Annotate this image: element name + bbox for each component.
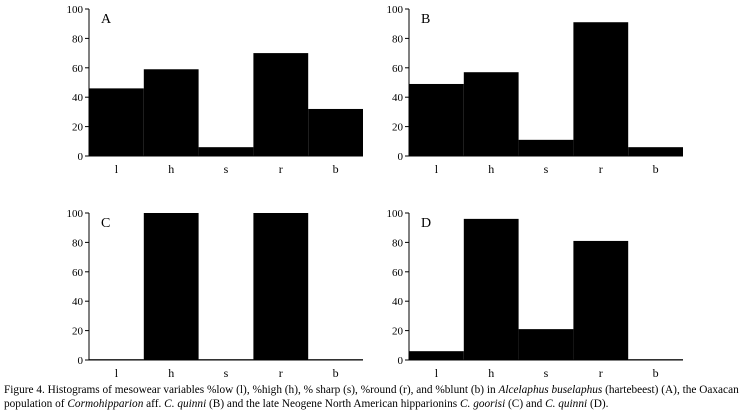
y-tick-label: 0 — [398, 355, 404, 367]
bar-s — [518, 139, 574, 156]
bar-h — [463, 218, 519, 360]
caption-text-6: (D). — [587, 398, 609, 410]
y-tick-label: 80 — [392, 33, 404, 45]
x-category-label: r — [599, 366, 603, 380]
caption-genus: Cormohipparion — [67, 398, 144, 410]
caption-species-1: Alcelaphus buselaphus — [498, 384, 603, 396]
y-tick-label: 80 — [72, 33, 84, 45]
y-tick-label: 60 — [72, 63, 84, 75]
y-tick-label: 60 — [72, 267, 84, 279]
panel-letter: B — [421, 12, 430, 27]
caption-text-1: Figure 4. Histograms of mesowear variabl… — [4, 384, 499, 396]
caption-species-3: C. goorisi — [460, 398, 506, 410]
bar-s — [198, 147, 254, 156]
y-tick-label: 20 — [392, 122, 404, 134]
x-category-label: h — [168, 366, 174, 380]
panel-a-chart: 0 20 40 60 80 100 l h s r b A — [67, 4, 363, 176]
x-category-label: h — [488, 162, 494, 176]
panel-letter: D — [421, 216, 431, 231]
panel-b-chart: 0 20 40 60 80 100 l h s r b B — [387, 4, 683, 176]
x-category-label: s — [224, 366, 229, 380]
x-category-label: b — [653, 162, 659, 176]
bar-s — [518, 329, 574, 360]
bar-r — [253, 53, 309, 156]
y-tick-label: 20 — [72, 122, 84, 134]
y-tick-label: 60 — [392, 267, 404, 279]
x-category-label: l — [435, 162, 439, 176]
x-category-label: r — [279, 366, 283, 380]
x-category-label: s — [224, 162, 229, 176]
bar-l — [409, 83, 464, 156]
y-tick-label: 100 — [387, 208, 404, 220]
y-tick-label: 0 — [398, 151, 404, 163]
panel-c-chart: 0 20 40 60 80 100 l h s r b C — [67, 208, 363, 380]
panel-letter: A — [101, 12, 112, 27]
caption-text-2: (hartebeest) (A), the Oaxacan population… — [4, 384, 739, 410]
x-category-label: b — [653, 366, 659, 380]
x-category-label: b — [333, 366, 339, 380]
x-category-label: s — [544, 366, 549, 380]
caption-species-4: C. quinni — [545, 398, 588, 410]
y-tick-label: 40 — [72, 296, 84, 308]
bar-b — [308, 108, 363, 156]
y-tick-label: 100 — [387, 4, 404, 16]
x-category-label: h — [168, 162, 174, 176]
caption-text-4: (B) and the late Neogene North American … — [206, 398, 461, 410]
x-category-label: r — [599, 162, 603, 176]
panel-d-chart: 0 20 40 60 80 100 l h s r b D — [387, 208, 683, 380]
x-category-label: l — [435, 366, 439, 380]
figure-caption: Figure 4. Histograms of mesowear variabl… — [4, 383, 742, 411]
y-tick-label: 100 — [67, 208, 84, 220]
bar-l — [409, 351, 464, 360]
bar-r — [573, 22, 629, 157]
bar-b — [628, 147, 683, 156]
bar-h — [143, 213, 199, 360]
x-category-label: r — [279, 162, 283, 176]
y-tick-label: 40 — [72, 92, 84, 104]
x-category-label: s — [544, 162, 549, 176]
x-category-label: l — [115, 366, 119, 380]
y-tick-label: 60 — [392, 63, 404, 75]
panel-letter: C — [101, 216, 110, 231]
y-tick-label: 0 — [78, 151, 84, 163]
x-category-label: b — [333, 162, 339, 176]
caption-text-3: aff. — [143, 398, 165, 410]
y-tick-label: 80 — [72, 237, 84, 249]
x-category-label: h — [488, 366, 494, 380]
y-tick-label: 0 — [78, 355, 84, 367]
y-tick-label: 20 — [72, 326, 84, 338]
y-tick-label: 40 — [392, 92, 404, 104]
caption-text-5: (C) and — [505, 398, 546, 410]
caption-species-2: C. quinni — [164, 398, 207, 410]
y-tick-label: 20 — [392, 326, 404, 338]
bar-r — [253, 213, 309, 360]
bar-h — [143, 69, 199, 156]
y-tick-label: 40 — [392, 296, 404, 308]
bar-h — [463, 72, 519, 156]
y-tick-label: 100 — [67, 4, 84, 16]
x-category-label: l — [115, 162, 119, 176]
y-tick-label: 80 — [392, 237, 404, 249]
bar-r — [573, 240, 629, 360]
bar-l — [89, 88, 144, 156]
